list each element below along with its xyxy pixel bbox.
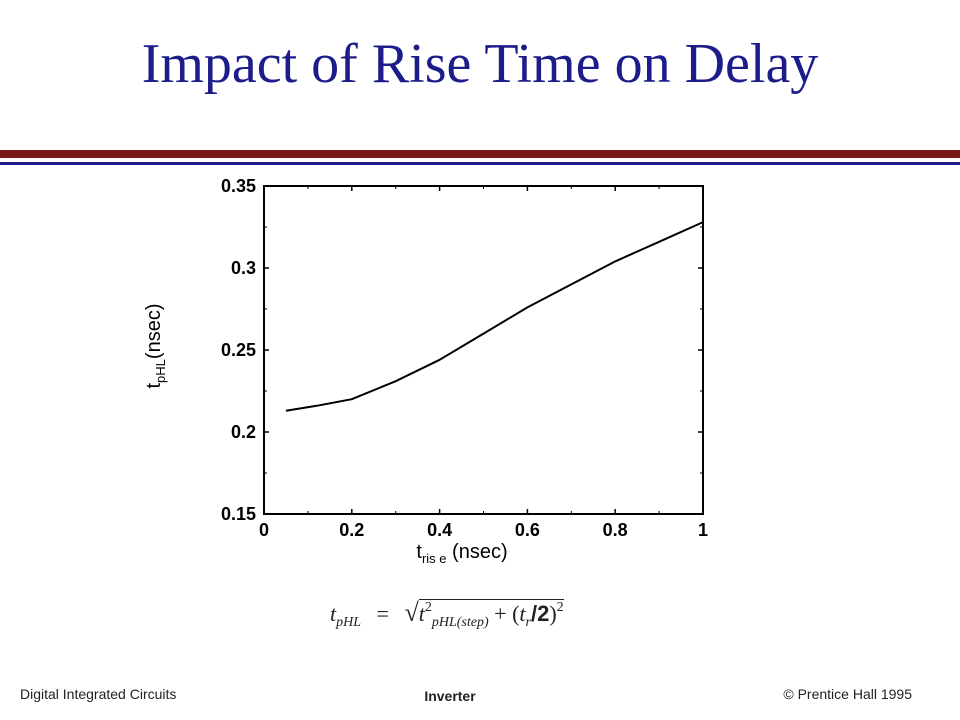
x-tick-label: 0.2 (339, 520, 364, 540)
formula-term2-sup: 2 (556, 600, 564, 615)
formula-equals: = (376, 601, 389, 626)
formula-term1-sup: 2 (424, 600, 432, 615)
y-axis-label-main: t (143, 383, 165, 389)
plot-frame (263, 185, 704, 515)
formula-term2-var: t (519, 601, 526, 626)
footer-chapter: Inverter (424, 688, 476, 704)
y-axis-label-sub: pHL (153, 359, 168, 383)
x-axis-label-main: t (416, 541, 422, 563)
formula-term2-sub: r (525, 615, 531, 630)
formula-term1-var: t (418, 601, 425, 626)
y-tick-label: 0.35 (221, 176, 256, 196)
y-tick-label: 0.2 (231, 422, 256, 442)
title-rule-blue (0, 162, 960, 165)
delay-formula: tpHL = √t2pHL(step) + (tr/2)2 (330, 598, 564, 631)
title-rule-red (0, 150, 960, 158)
formula-term2-div: /2 (530, 601, 550, 626)
x-axis-label-unit: (nsec) (447, 541, 508, 563)
formula-lhs-var: t (330, 601, 337, 626)
formula-radical: √ (404, 598, 419, 627)
x-axis-label-sub: ris e (422, 551, 447, 566)
x-tick-label: 0.6 (515, 520, 540, 540)
x-tick-label: 0.4 (427, 520, 452, 540)
x-tick-label: 1 (698, 520, 708, 540)
formula-lhs-sub: pHL (336, 615, 362, 630)
rise-time-delay-chart: 0 0.2 0.4 0.6 0.8 1 0.15 0.2 0.25 0.3 0.35 tris e … (143, 176, 708, 566)
formula-term2-close: ) (549, 601, 557, 626)
footer-course-title: Digital Integrated Circuits (20, 686, 177, 702)
series-line-tphl (285, 221, 704, 412)
y-axis-label: tpHL(nsec) (143, 304, 168, 389)
y-tick-label: 0.15 (221, 504, 256, 524)
x-axis-label: tris e (nsec) (416, 541, 507, 566)
y-tick-label: 0.3 (231, 258, 256, 278)
formula-radicand: t2pHL(step) + (tr/2)2 (418, 599, 564, 630)
x-tick-label: 0.8 (603, 520, 628, 540)
x-tick-label: 0 (259, 520, 269, 540)
formula-term2-open: ( (512, 601, 520, 626)
y-axis-label-unit: (nsec) (143, 304, 165, 360)
formula-plus: + (494, 601, 507, 626)
y-tick-label: 0.25 (221, 340, 256, 360)
footer-copyright: © Prentice Hall 1995 (783, 686, 912, 702)
slide-title: Impact of Rise Time on Delay (141, 33, 819, 95)
formula-term1-sub: pHL(step) (431, 615, 489, 630)
